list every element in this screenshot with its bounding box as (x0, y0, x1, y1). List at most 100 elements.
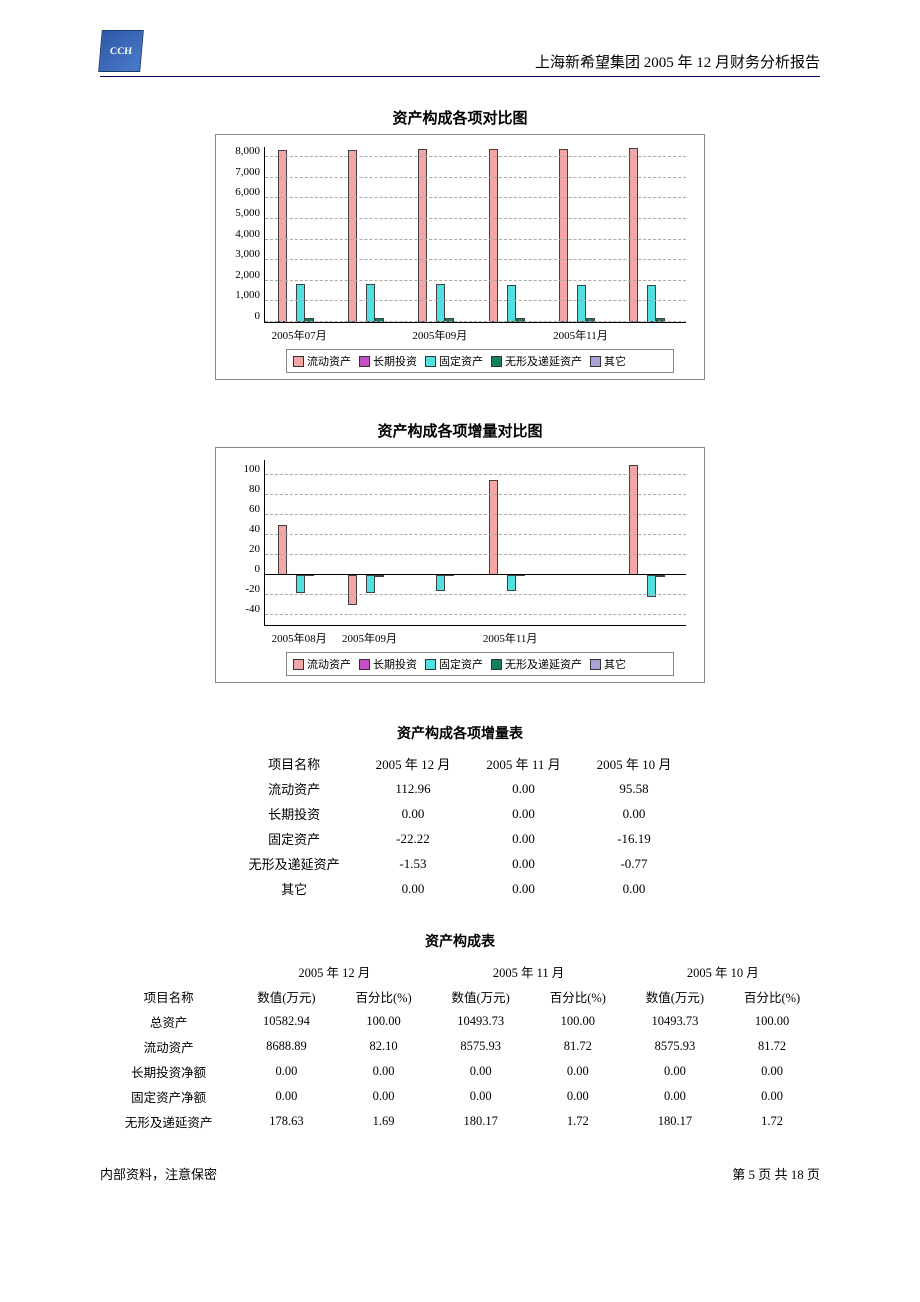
legend-swatch (491, 356, 502, 367)
legend-item: 固定资产 (425, 656, 483, 672)
cell: 100.00 (336, 1009, 432, 1034)
page-header: CCH 上海新希望集团 2005 年 12 月财务分析报告 (100, 30, 820, 77)
bar-group (265, 147, 335, 322)
bar (656, 575, 665, 577)
bar (489, 149, 498, 322)
table-increment: 资产构成各项增量表 项目名称2005 年 12 月2005 年 11 月2005… (100, 723, 820, 901)
bar (375, 575, 384, 577)
legend-item: 无形及递延资产 (491, 353, 582, 369)
legend-swatch (359, 356, 370, 367)
y-tick-label: 80 (249, 483, 260, 495)
table-sub-header: 数值(万元) (626, 984, 725, 1009)
gridline (265, 574, 686, 575)
bar-group (476, 460, 546, 625)
cell: 100.00 (530, 1009, 626, 1034)
chart1-legend: 流动资产长期投资固定资产无形及递延资产其它 (286, 349, 674, 373)
footer-right: 第 5 页 共 18 页 (732, 1164, 820, 1183)
cell: 180.17 (626, 1109, 725, 1134)
cell: 100.00 (724, 1009, 820, 1034)
table-sub-header: 数值(万元) (237, 984, 336, 1009)
gridline (265, 614, 686, 615)
table-sub-header: 百分比(%) (530, 984, 626, 1009)
bar (366, 575, 375, 593)
table-sub-header: 数值(万元) (431, 984, 530, 1009)
legend-swatch (590, 356, 601, 367)
legend-label: 其它 (604, 656, 626, 672)
chart2-x-axis: 2005年08月2005年09月2005年11月 (264, 626, 686, 646)
bar (348, 575, 357, 605)
legend-item: 流动资产 (293, 656, 351, 672)
cell: 0.00 (336, 1084, 432, 1109)
cell: 0.00 (468, 876, 578, 901)
table-row: 流动资产112.960.0095.58 (231, 776, 690, 801)
cell: 0.00 (358, 876, 469, 901)
legend-item: 长期投资 (359, 353, 417, 369)
row-label: 固定资产净额 (100, 1084, 237, 1109)
y-tick-label: 100 (244, 463, 261, 475)
x-tick-label (475, 327, 545, 343)
cell: 0.00 (530, 1059, 626, 1084)
chart2-legend: 流动资产长期投资固定资产无形及递延资产其它 (286, 652, 674, 676)
bar (629, 465, 638, 575)
table-row: 无形及递延资产-1.530.00-0.77 (231, 851, 690, 876)
cell: 0.00 (468, 851, 578, 876)
bar (348, 150, 357, 322)
cell: 8575.93 (431, 1034, 530, 1059)
y-tick-label: 7,000 (235, 166, 260, 178)
chart-asset-composition: 资产构成各项对比图 01,0002,0003,0004,0005,0006,00… (215, 107, 705, 380)
table-row: 其它0.000.000.00 (231, 876, 690, 901)
y-tick-label: 2,000 (235, 269, 260, 281)
bar (278, 525, 287, 575)
table-row: 无形及递延资产178.631.69180.171.72180.171.72 (100, 1109, 820, 1134)
cell: 0.00 (237, 1084, 336, 1109)
bar-group (405, 460, 475, 625)
bar (647, 285, 656, 322)
cell: 0.00 (724, 1059, 820, 1084)
table-header: 2005 年 11 月 (468, 751, 578, 776)
cell: 0.00 (579, 876, 690, 901)
x-tick-label: 2005年07月 (264, 327, 334, 343)
y-tick-label: 40 (249, 523, 260, 535)
row-label: 总资产 (100, 1009, 237, 1034)
bar-group (616, 460, 686, 625)
gridline (265, 259, 686, 260)
cell: 10582.94 (237, 1009, 336, 1034)
y-tick-label: 60 (249, 503, 260, 515)
cell: 0.00 (336, 1059, 432, 1084)
cell: 0.00 (431, 1084, 530, 1109)
legend-label: 固定资产 (439, 353, 483, 369)
bar-group (546, 460, 616, 625)
table-row: 固定资产净额0.000.000.000.000.000.00 (100, 1084, 820, 1109)
page-footer: 内部资料，注意保密 第 5 页 共 18 页 (100, 1164, 820, 1183)
table-header: 项目名称 (231, 751, 358, 776)
x-tick-label: 2005年09月 (405, 327, 475, 343)
y-tick-label: 8,000 (235, 145, 260, 157)
doc-title: 上海新希望集团 2005 年 12 月财务分析报告 (535, 51, 820, 72)
table-header: 2005 年 12 月 (358, 751, 469, 776)
cell: 1.72 (724, 1109, 820, 1134)
cell: 0.00 (724, 1084, 820, 1109)
table-row: 流动资产8688.8982.108575.9381.728575.9381.72 (100, 1034, 820, 1059)
gridline (265, 554, 686, 555)
table-row: 长期投资净额0.000.000.000.000.000.00 (100, 1059, 820, 1084)
gridline (265, 514, 686, 515)
cell: 8688.89 (237, 1034, 336, 1059)
chart2-y-axis: -40-20020406080100 (216, 448, 264, 625)
cell: 1.69 (336, 1109, 432, 1134)
x-tick-label (616, 630, 686, 646)
cell: -22.22 (358, 826, 469, 851)
x-tick-label: 2005年11月 (545, 327, 615, 343)
table-composition: 资产构成表 2005 年 12 月2005 年 11 月2005 年 10 月项… (100, 931, 820, 1134)
row-label: 无形及递延资产 (100, 1109, 237, 1134)
bar (296, 575, 305, 593)
legend-label: 流动资产 (307, 353, 351, 369)
y-tick-label: -20 (245, 583, 260, 595)
table-row: 固定资产-22.220.00-16.19 (231, 826, 690, 851)
bar (436, 284, 445, 322)
cell: 81.72 (724, 1034, 820, 1059)
bar-group (616, 147, 686, 322)
bar-group (335, 147, 405, 322)
chart1-x-axis: 2005年07月 2005年09月 2005年11月 (264, 323, 686, 343)
cell: 0.00 (626, 1059, 725, 1084)
legend-label: 无形及递延资产 (505, 353, 582, 369)
